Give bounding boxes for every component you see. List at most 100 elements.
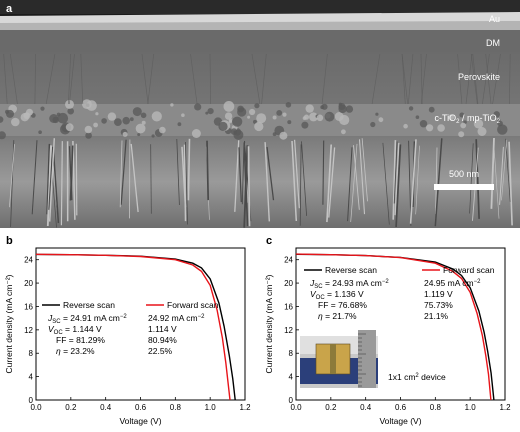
fto-column-edge: [294, 139, 300, 209]
y-tick-label: 20: [24, 279, 33, 288]
fto-column-edge: [241, 142, 245, 205]
perovskite-grain-boundary: [251, 53, 261, 105]
tio2-grain: [135, 123, 146, 134]
y-tick-label: 8: [29, 349, 34, 358]
tio2-grain: [341, 129, 346, 135]
legend-label: Reverse scan: [63, 300, 115, 310]
tio2-grain: [65, 123, 74, 132]
perovskite-grain-boundary: [9, 53, 18, 105]
tio2-grain: [107, 112, 117, 121]
perovskite-grain-boundary: [470, 53, 478, 105]
fto-column-edge: [130, 143, 139, 213]
fto-column-edge: [48, 146, 54, 210]
y-tick-label: 12: [24, 326, 33, 335]
tio2-grain: [205, 111, 209, 115]
tio2-grain: [477, 127, 487, 136]
y-tick-label: 24: [24, 256, 33, 265]
param-forward: 24.92 mA cm−2: [148, 313, 205, 323]
tio2-grain: [26, 108, 33, 116]
y-tick-label: 4: [289, 373, 294, 382]
fto-column-edge: [508, 141, 513, 226]
tio2-grain: [254, 121, 264, 132]
perovskite-grain-boundary: [457, 53, 463, 105]
panel-letter: b: [6, 235, 13, 247]
perovskite-grain-boundary: [209, 53, 212, 105]
panel-a-letter: a: [6, 3, 13, 15]
tio2-grain: [334, 112, 344, 121]
x-tick-label: 0.2: [325, 403, 337, 412]
y-tick-label: 20: [284, 279, 293, 288]
tio2-grain: [370, 121, 376, 128]
fto-column-edge: [266, 146, 275, 201]
perovskite-grain-boundary: [401, 53, 409, 105]
tio2-grain: [38, 130, 42, 134]
tio2-grain: [378, 117, 384, 123]
forward-scan-line: [35, 253, 231, 401]
param-reverse: η = 23.2%: [56, 346, 95, 356]
fto-column-edge: [299, 144, 302, 226]
fto-column-edge: [394, 142, 400, 216]
tio2-grain: [159, 126, 166, 134]
x-tick-label: 1.0: [465, 403, 477, 412]
tio2-grain: [272, 132, 277, 137]
perovskite-grain-boundary: [465, 53, 473, 105]
fto-column-edge: [10, 140, 15, 227]
tio2-grain: [5, 109, 9, 114]
tio2-grain: [309, 112, 318, 122]
tio2-grain: [101, 118, 107, 124]
fto-column-edge: [52, 147, 60, 224]
fto-column-edge: [75, 143, 78, 216]
tio2-grain: [49, 114, 59, 123]
tio2-grain: [95, 112, 99, 116]
perovskite-grain-boundary: [34, 53, 36, 105]
tio2-grain: [408, 106, 414, 111]
fto-column-edge: [183, 144, 187, 222]
tio2-grain: [65, 99, 74, 109]
param-reverse: FF = 76.68%: [318, 300, 367, 310]
layer-label-perovskite: Perovskite: [458, 72, 500, 82]
tio2-grain: [419, 120, 428, 128]
tio2-grain: [151, 111, 162, 122]
fto-column-edge: [415, 145, 420, 215]
fto-column-edge: [322, 140, 325, 205]
perovskite-grain-boundary: [141, 53, 149, 105]
tio2-grain: [140, 112, 147, 119]
perovskite-grain-boundary: [3, 53, 8, 105]
tio2-grain: [276, 110, 283, 116]
perovskite-grain-boundary: [509, 53, 511, 105]
param-reverse: VOC = 1.144 V: [48, 324, 102, 336]
tio2-grain: [122, 131, 128, 137]
tio2-grain: [0, 131, 6, 140]
tio2-grain: [82, 99, 92, 109]
fto-column-edge: [31, 140, 38, 215]
x-tick-label: 1.2: [499, 403, 511, 412]
tio2-grain: [345, 105, 354, 113]
tio2-grain: [375, 112, 379, 116]
tio2-grain: [460, 122, 467, 129]
tio2-grain: [218, 121, 228, 131]
tio2-grain: [287, 120, 292, 125]
fto-column-edge: [347, 147, 353, 222]
perovskite-grain-boundary: [321, 53, 328, 105]
tio2-grain: [448, 114, 455, 121]
perovskite-grain-boundary: [485, 53, 492, 105]
tio2-grain: [230, 128, 238, 135]
fto-column-edge: [326, 144, 332, 223]
perovskite-grain-boundary: [482, 53, 490, 105]
fto-column-edge: [9, 144, 15, 208]
tio2-grain: [114, 118, 122, 126]
fto-column-edge: [72, 140, 76, 220]
perovskite-grain-boundary: [371, 53, 381, 105]
param-forward: 21.1%: [424, 311, 449, 321]
tio2-grain: [137, 133, 141, 137]
tio2-grain: [232, 116, 243, 127]
fto-column-edge: [409, 139, 417, 224]
x-tick-label: 0.4: [360, 403, 372, 412]
fto-column-edge: [490, 137, 495, 209]
panel-letter: c: [266, 235, 272, 247]
tio2-grain: [301, 121, 309, 129]
layer-label-dm: DM: [486, 38, 500, 48]
perovskite-grain-boundary: [190, 53, 198, 105]
param-forward: 75.73%: [424, 300, 453, 310]
tio2-grain: [170, 103, 174, 107]
